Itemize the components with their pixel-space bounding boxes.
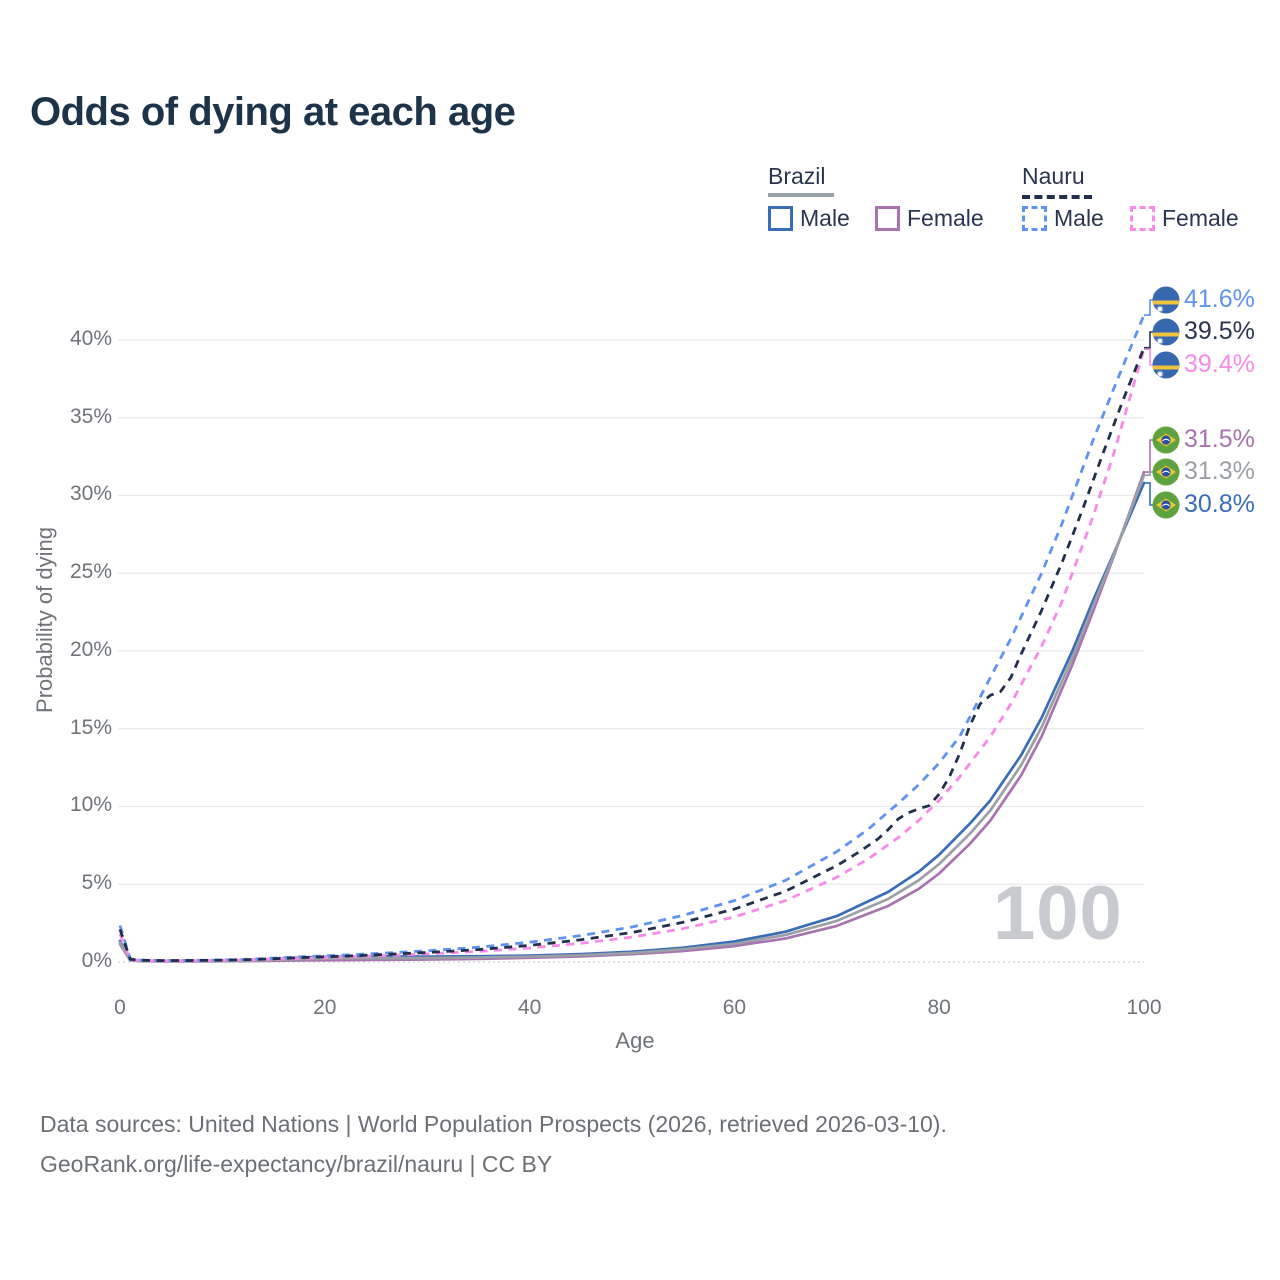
y-tick-label-25: 25% xyxy=(69,560,112,584)
x-tick-label-40: 40 xyxy=(517,996,542,1019)
x-axis-title: Age xyxy=(615,1028,655,1053)
end-label-nauru_female: 39.4% xyxy=(1184,350,1255,378)
end-label-brazil_female: 31.5% xyxy=(1184,425,1255,453)
series-line-nauru-male xyxy=(118,314,1146,962)
end-label-nauru_total: 39.5% xyxy=(1184,317,1255,345)
legend-brazil-total-line-swatch xyxy=(768,193,834,197)
legend-label-brazil-male: Male xyxy=(800,205,850,231)
leader-line-brazil_total xyxy=(1144,471,1153,477)
nauru-flag-icon xyxy=(1152,351,1180,379)
x-tick-label-20: 20 xyxy=(313,996,337,1019)
legend-nauru-header: Nauru xyxy=(1022,163,1085,189)
leader-line-nauru_total xyxy=(1144,331,1153,349)
legend-item-brazil-male[interactable]: Male xyxy=(768,205,850,232)
series-line-brazil-male xyxy=(118,481,1146,963)
x-tick-label-60: 60 xyxy=(722,996,747,1019)
y-tick-label-15: 15% xyxy=(69,715,112,739)
legend-item-nauru-male[interactable]: Male xyxy=(1022,205,1104,232)
nauru-female-swatch-icon xyxy=(1130,206,1155,231)
legend-label-nauru-male: Male xyxy=(1054,205,1104,231)
legend-group-nauru: Nauru xyxy=(1022,163,1092,199)
brazil-male-swatch-icon xyxy=(768,206,793,231)
legend-item-brazil-female[interactable]: Female xyxy=(875,205,984,232)
y-tick-label-30: 30% xyxy=(69,482,112,506)
series-line-nauru-female xyxy=(118,348,1146,963)
end-label-brazil_total: 31.3% xyxy=(1184,457,1255,485)
legend-label-nauru-female: Female xyxy=(1162,205,1239,231)
nauru-flag-icon xyxy=(1152,286,1180,314)
x-tick-label-100: 100 xyxy=(1126,996,1162,1019)
x-tick-label-0: 0 xyxy=(114,996,126,1019)
nauru-male-swatch-icon xyxy=(1022,206,1047,231)
brazil-flag-icon xyxy=(1152,491,1180,519)
nauru-flag-icon xyxy=(1152,318,1180,346)
footer-attribution[interactable]: GeoRank.org/life-expectancy/brazil/nauru… xyxy=(40,1151,553,1177)
series-line-nauru-total xyxy=(118,347,1146,962)
y-tick-label-40: 40% xyxy=(69,326,112,350)
end-label-brazil_male: 30.8% xyxy=(1184,490,1255,518)
leader-line-brazil_female xyxy=(1144,439,1153,473)
brazil-female-swatch-icon xyxy=(875,206,900,231)
y-tick-label-10: 10% xyxy=(69,793,112,817)
series-line-brazil-total xyxy=(118,473,1146,963)
y-tick-label-5: 5% xyxy=(81,871,112,895)
end-label-nauru_male: 41.6% xyxy=(1184,285,1255,313)
legend-group-brazil: Brazil xyxy=(768,163,834,197)
legend-brazil-header: Brazil xyxy=(768,163,826,189)
legend-item-nauru-female[interactable]: Female xyxy=(1130,205,1239,232)
leader-line-nauru_female xyxy=(1144,348,1153,366)
x-tick-label-80: 80 xyxy=(927,996,951,1019)
footer: Data sources: United Nations | World Pop… xyxy=(40,1104,947,1184)
brazil-flag-icon xyxy=(1152,458,1180,486)
y-tick-label-0: 0% xyxy=(81,949,112,972)
y-tick-label-35: 35% xyxy=(69,404,112,428)
legend-nauru-total-line-swatch xyxy=(1022,191,1092,199)
leader-line-brazil_male xyxy=(1144,482,1153,506)
legend-label-brazil-female: Female xyxy=(907,205,984,231)
age-watermark: 100 xyxy=(993,871,1123,956)
y-tick-label-20: 20% xyxy=(69,637,112,661)
series-line-brazil-female xyxy=(118,470,1146,963)
brazil-flag-icon xyxy=(1152,426,1180,454)
leader-line-nauru_male xyxy=(1144,299,1153,316)
page-title: Odds of dying at each age xyxy=(30,90,516,134)
footer-data-sources: Data sources: United Nations | World Pop… xyxy=(40,1111,947,1137)
